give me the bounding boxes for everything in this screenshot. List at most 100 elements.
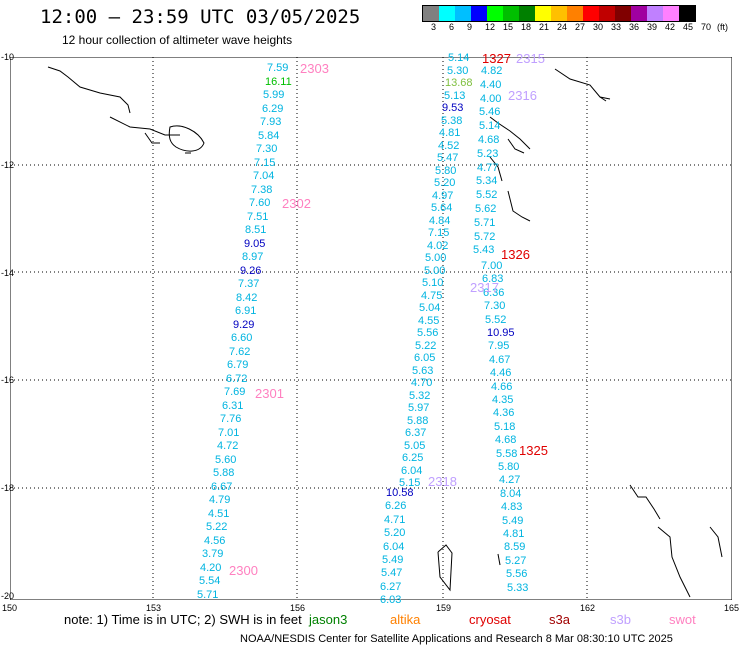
lon-label: 153 [146,603,162,613]
wave-height-value: 5.00 [425,252,447,264]
color-scale-label: 27 [575,22,586,32]
lat-label: -12 [1,160,15,170]
lon-label: 156 [290,603,306,613]
color-scale-label: 45 [683,22,694,32]
wave-height-value: 5.71 [197,589,219,601]
wave-height-value: 5.99 [263,89,285,101]
wave-height-value: 4.83 [501,501,523,513]
wave-height-value: 7.01 [218,427,240,439]
wave-height-value: 4.72 [217,440,239,452]
color-swatch [519,6,535,21]
wave-height-value: 5.20 [434,177,456,189]
color-scale-label: 6 [449,22,455,32]
wave-height-value: 4.81 [503,528,525,540]
wave-height-value: 5.15 [399,477,421,489]
wave-height-value: 7.30 [484,300,506,312]
wave-height-value: 7.37 [238,278,260,290]
wave-height-value: 16.11 [265,76,292,88]
wave-height-value: 5.88 [407,415,429,427]
wave-height-value: 4.46 [490,367,512,379]
wave-height-value: 4.79 [209,494,231,506]
wave-height-value: 7.60 [249,197,271,209]
pass-id-label: 1325 [519,443,548,458]
wave-height-value: 5.56 [417,327,439,339]
wave-height-value: 5.34 [476,175,498,187]
wave-height-value: 9.53 [442,102,464,114]
lat-label: -14 [1,268,15,278]
satellite-legend-item: cryosat [469,612,511,627]
pass-id-label: 1327 [482,51,511,66]
wave-height-value: 4.36 [493,407,515,419]
wave-height-value: 13.68 [445,77,473,89]
wave-height-value: 6.60 [231,332,253,344]
wave-height-value: 5.49 [502,515,524,527]
wave-height-value: 5.63 [412,365,434,377]
wave-height-value: 4.55 [418,315,440,327]
wave-height-value: 5.38 [441,115,463,127]
satellite-legend-item: jason3 [309,612,348,627]
wave-height-value: 5.14 [448,52,470,64]
lat-label: -18 [1,483,15,493]
wave-height-value: 5.04 [419,302,441,314]
color-scale-label: 42 [665,22,676,32]
wave-height-value: 5.80 [498,461,520,473]
wave-height-value: 6.79 [227,359,249,371]
color-scale-label: 21 [539,22,550,32]
wave-height-value: 5.43 [473,244,495,256]
wave-height-value: 4.81 [439,127,461,139]
wave-height-value: 5.52 [485,314,507,326]
color-scale-label: 24 [557,22,568,32]
wave-height-value: 5.30 [447,65,469,77]
wave-height-value: 7.15 [254,157,276,169]
wave-height-value: 7.15 [428,227,450,239]
color-swatch [487,6,503,21]
wave-height-value: 5.20 [384,527,406,539]
satellite-legend-item: s3b [610,612,631,627]
satellite-legend-item: s3a [549,612,570,627]
wave-height-value: 8.04 [500,488,522,500]
wave-height-value: 4.27 [499,474,521,486]
wave-height-value: 4.02 [427,240,449,252]
wave-height-value: 4.70 [411,377,433,389]
color-swatch [599,6,615,21]
satellite-legend-item: altika [390,612,421,627]
pass-id-label: 2300 [229,563,258,578]
wave-height-value: 7.62 [229,346,251,358]
color-swatch [455,6,471,21]
color-scale-label: 3 [431,22,437,32]
color-swatch [631,6,647,21]
map-subtitle: 12 hour collection of altimeter wave hei… [62,33,293,47]
map-plot [10,57,732,600]
color-scale-label: 33 [611,22,622,32]
wave-height-value: 5.71 [474,217,496,229]
wave-height-value: 8.97 [242,251,264,263]
wave-height-value: 4.20 [200,562,222,574]
color-scale-labels: 3 6 9 12 15 18 21 24 27 30 33 36 39 42 45 70 (ft) [422,22,728,34]
wave-height-value: 4.56 [204,535,226,547]
color-scale-label: 39 [647,22,658,32]
wave-height-value: 6.67 [211,481,233,493]
wave-height-value: 6.03 [380,594,402,606]
wave-height-value: 5.84 [258,130,280,142]
wave-height-value: 5.22 [206,521,228,533]
satellite-legend-item: swot [669,612,696,627]
pass-id-label: 2316 [508,88,537,103]
wave-height-value: 5.80 [435,165,457,177]
wave-height-value: 5.72 [474,231,496,243]
wave-height-value: 7.76 [220,413,242,425]
color-swatch [647,6,663,21]
wave-height-value: 5.05 [404,440,426,452]
pass-id-label: 2318 [428,474,457,489]
color-swatch [471,6,487,21]
wave-height-value: 4.35 [492,394,514,406]
wave-height-value: 5.23 [477,148,499,160]
wave-height-value: 4.00 [480,93,502,105]
pass-id-label: 2317 [470,280,499,295]
wave-height-value: 5.14 [479,120,501,132]
color-scale-label: (ft) [717,22,728,32]
wave-height-value: 6.04 [401,465,423,477]
wave-height-value: 7.95 [488,340,510,352]
wave-height-value: 7.59 [267,62,289,74]
wave-height-value: 6.27 [380,581,402,593]
color-swatch [439,6,455,21]
